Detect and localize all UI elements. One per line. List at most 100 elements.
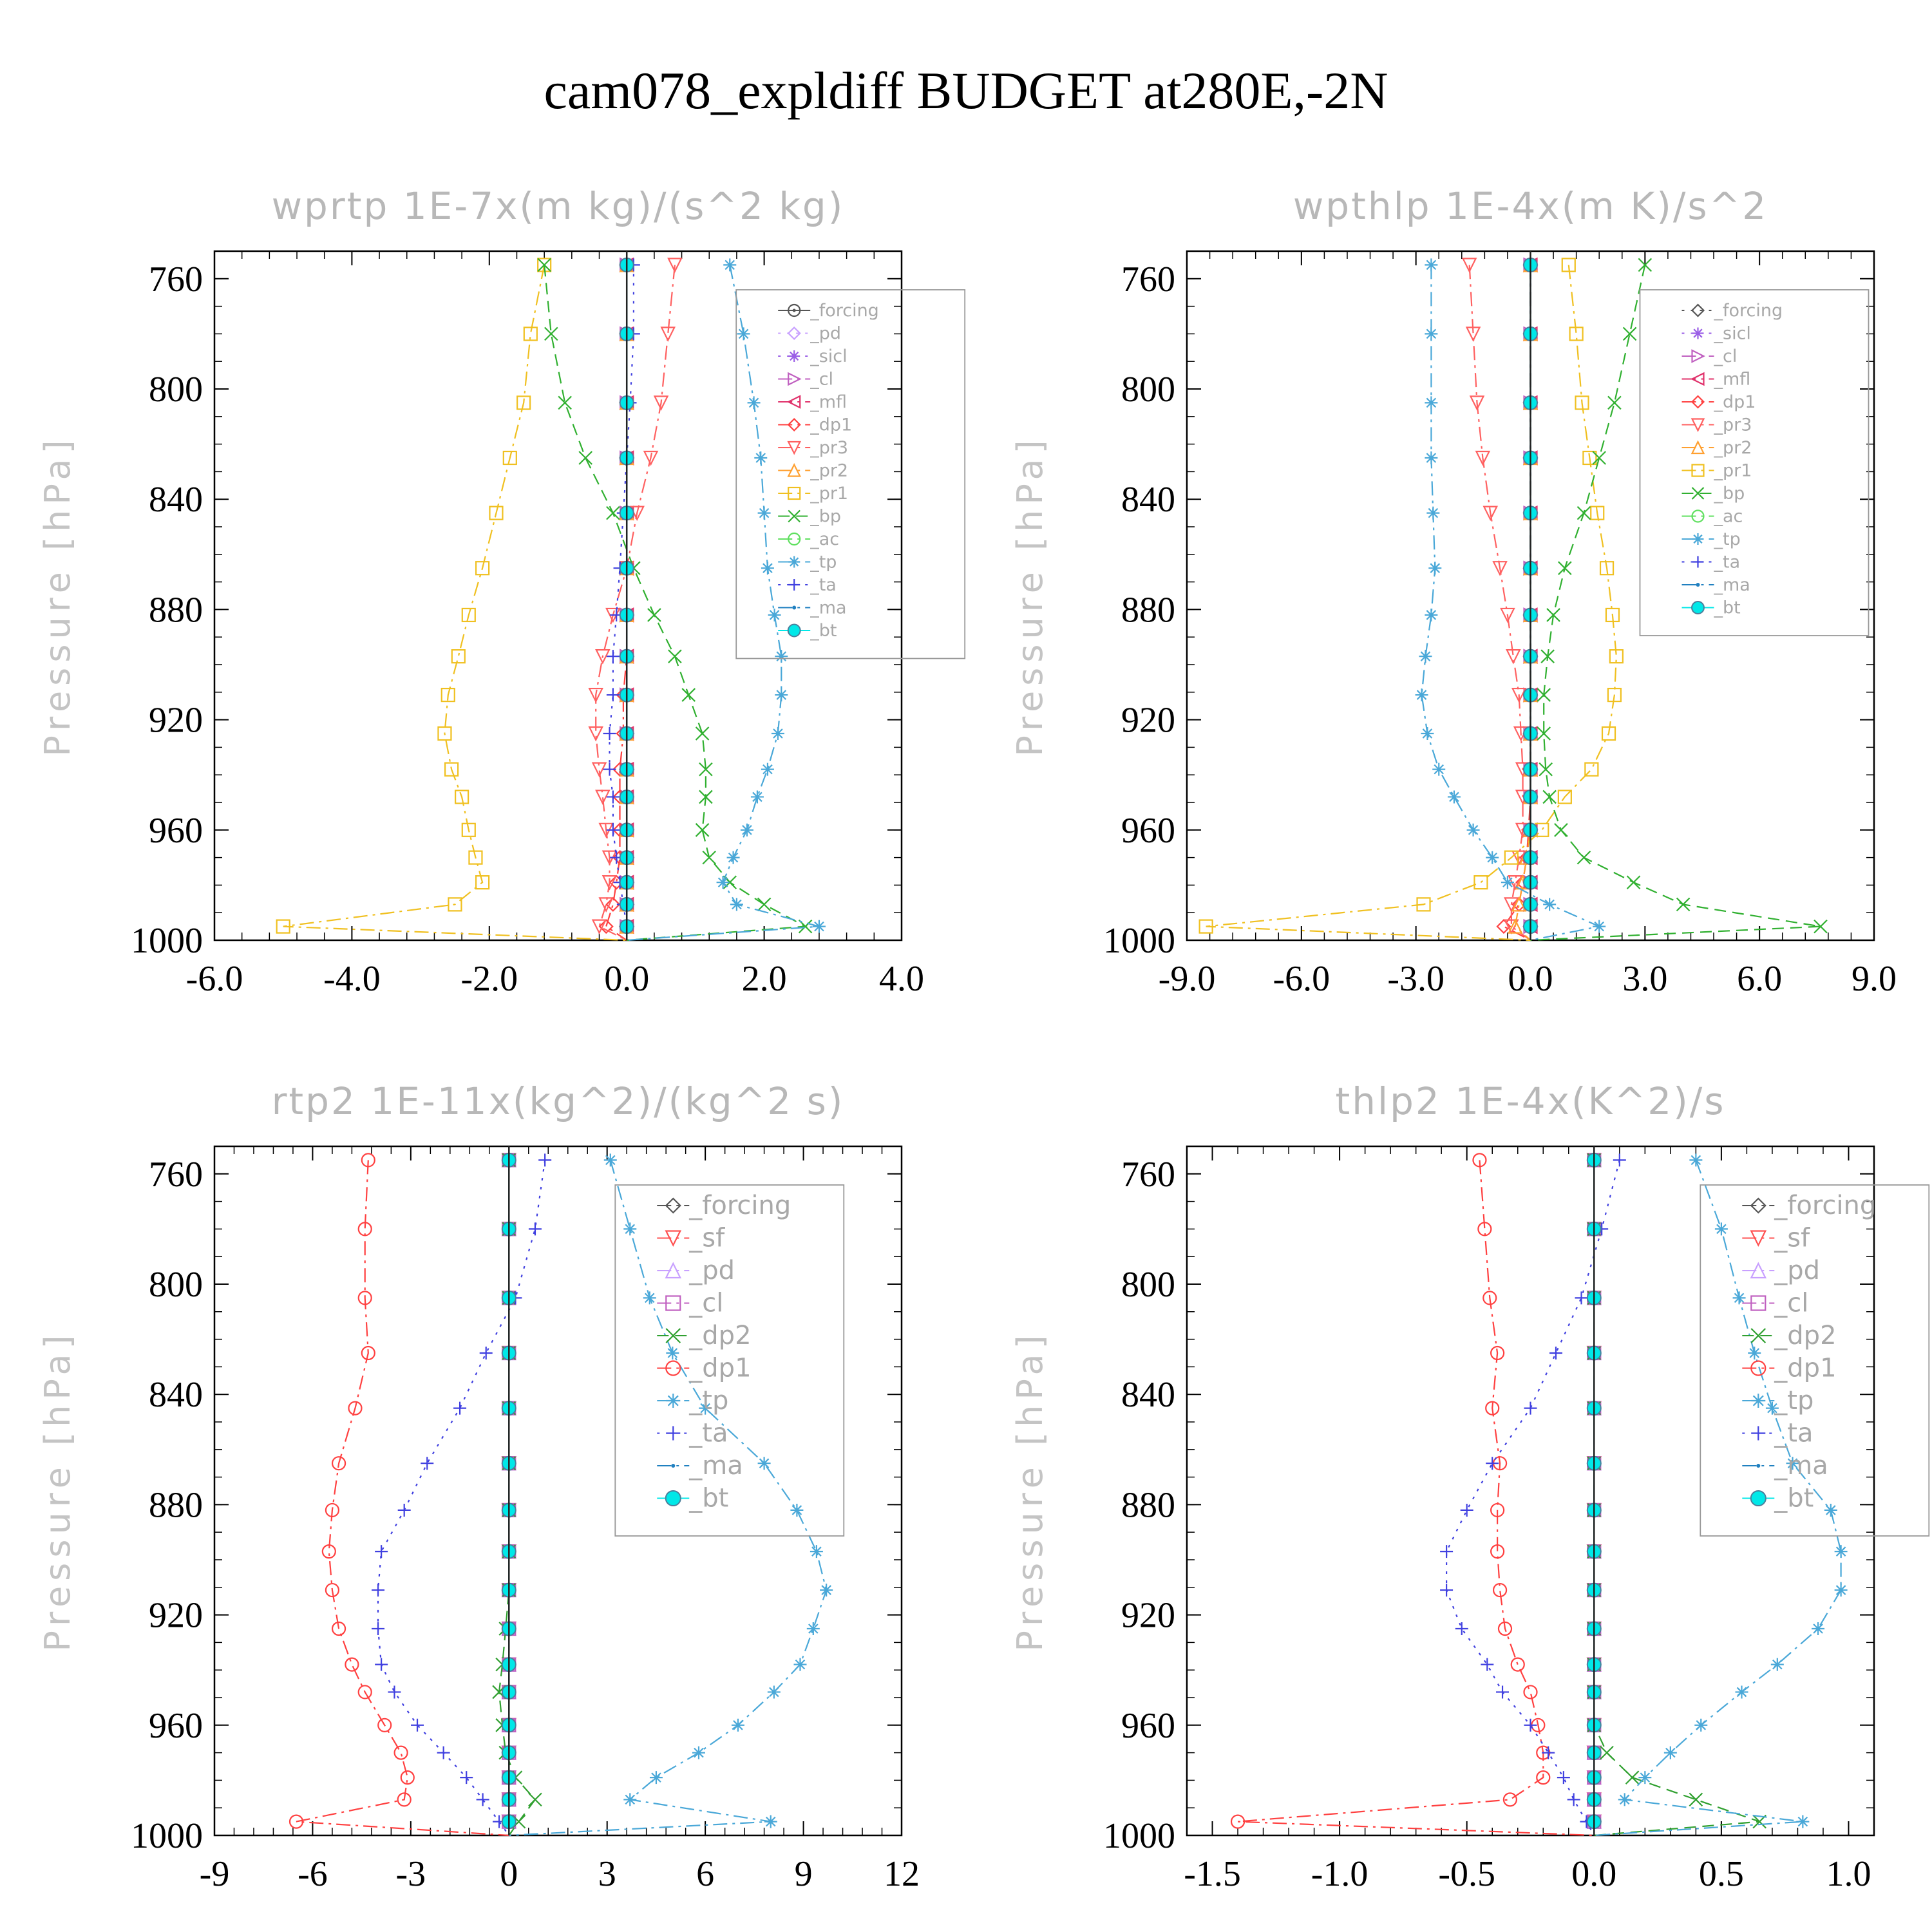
- series-marker-2_bp-15: [1676, 897, 1690, 912]
- x-tick-label-4-5: 1.0: [1826, 1854, 1871, 1894]
- series-marker-4_tp-3: [1748, 1347, 1761, 1359]
- x-tick-label-1-1: -4.0: [323, 959, 381, 999]
- series-marker-3_tp-14: [649, 1771, 663, 1785]
- series-marker-1_bp-14: [723, 875, 737, 889]
- legend-label-3_ta: _ta: [688, 1419, 728, 1448]
- series-marker-2_pr1-0: [1561, 258, 1576, 272]
- series-marker-2_pr1-14: [1473, 875, 1488, 890]
- legend-marker-3_pd: [665, 1262, 682, 1279]
- panel-title-3: rtp2 1E-11x(kg^2)/(kg^2 s): [272, 1079, 845, 1123]
- series-marker-4_tp-2: [1732, 1291, 1746, 1305]
- series-marker-3_dp1-10: [345, 1657, 359, 1672]
- series-marker-3_dp1-5: [331, 1456, 346, 1471]
- series-marker-2_tp-13: [1486, 851, 1499, 864]
- series-marker-2_bp-11: [1542, 790, 1557, 804]
- series-1_pr3: [588, 258, 683, 941]
- series-marker-1_ta-10: [603, 762, 616, 776]
- series-marker-1_pr1-10: [444, 762, 459, 777]
- legend-marker-3_cl: [665, 1295, 681, 1311]
- series-marker-1_pr1-14: [475, 875, 490, 890]
- x-tick-label-1-3: 0.0: [604, 959, 649, 999]
- x-tick-label-2-3: 0.0: [1508, 959, 1553, 999]
- chart-panel-3: rtp2 1E-11x(kg^2)/(kg^2 s) Pressure [hPa]…: [37, 1079, 920, 1894]
- series-marker-4_dp1-15: [1502, 1792, 1517, 1807]
- series-marker-2_bp-16: [1814, 919, 1828, 934]
- series-marker-1_tp-6: [768, 608, 781, 621]
- y-tick-label-1-6: 1000: [131, 921, 203, 961]
- series-marker-2_bp-6: [1546, 608, 1560, 622]
- series-marker-3_ta-15: [476, 1793, 489, 1806]
- series-marker-3_tp-13: [692, 1746, 705, 1759]
- legend-label-3_pd: _pd: [688, 1256, 735, 1285]
- legend-label-1_ta: _ta: [810, 575, 837, 595]
- series-marker-1_bp-2: [558, 395, 572, 410]
- series-marker-4_tp-0: [1689, 1153, 1703, 1167]
- legend-label-1_mfl: _mfl: [810, 392, 847, 412]
- series-marker-2_pr1-16: [1198, 919, 1213, 934]
- series-marker-3_ta-12: [411, 1718, 424, 1732]
- legend-label-2_bt: _bt: [1714, 598, 1741, 618]
- x-tick-label-4-3: 0.0: [1571, 1854, 1616, 1894]
- series-marker-3_ta-3: [479, 1347, 493, 1359]
- series-marker-1_pr3-3: [643, 450, 659, 466]
- legend-label-4_dp1: _dp1: [1774, 1354, 1836, 1383]
- series-marker-1_pr1-15: [448, 897, 462, 912]
- chart-panel-4: thlp2 1E-4x(K^2)/s Pressure [hPa] -1.5 -1.0…: [1010, 1079, 1930, 1894]
- chart-panel-2: wpthlp 1E-4x(m K)/s^2 Pressure [hPa] -9.0 -…: [1010, 184, 1897, 999]
- series-marker-2_tp-3: [1425, 451, 1438, 464]
- series-marker-1_pr3-1: [660, 327, 676, 342]
- series-marker-3_tp-7: [810, 1545, 823, 1558]
- legend-label-1_sicl: _sicl: [810, 346, 847, 366]
- series-marker-4_ta-5: [1486, 1457, 1499, 1470]
- series-marker-1_pr1-3: [502, 450, 517, 466]
- series-marker-2_tp-1: [1425, 327, 1438, 341]
- series-marker-4_dp1-7: [1490, 1544, 1505, 1559]
- series-marker-3_dp1-8: [325, 1582, 340, 1598]
- series-marker-4_tp-14: [1638, 1771, 1652, 1785]
- legend-marker-3_ma: [671, 1464, 676, 1468]
- series-marker-1_pr1-6: [461, 607, 476, 623]
- series-marker-2_tp-7: [1419, 650, 1432, 663]
- series-1_pr1: [276, 258, 627, 942]
- legend-label-3_cl: _cl: [688, 1289, 723, 1318]
- legend-label-4_sf: _sf: [1774, 1224, 1810, 1253]
- y-tick-label-2-3: 880: [1121, 590, 1175, 630]
- legend-marker-4_pd: [1750, 1262, 1767, 1279]
- legend-label-4_pd: _pd: [1774, 1256, 1820, 1285]
- legend-marker-1_forcing: [788, 303, 801, 317]
- legend-marker-2_cl: [1691, 349, 1705, 363]
- legend-marker-3_sf: [665, 1230, 682, 1247]
- series-marker-3_tp-1: [623, 1222, 637, 1236]
- series-marker-4_dp1-4: [1485, 1401, 1500, 1416]
- series-marker-1_ta-8: [606, 688, 620, 702]
- series-marker-2_tp-4: [1426, 506, 1440, 520]
- series-marker-1_bp-12: [695, 823, 710, 837]
- legend-label-2_pr2: _pr2: [1714, 438, 1752, 458]
- series-marker-1_pr3-7: [595, 649, 611, 665]
- series-2_tp: [1415, 258, 1606, 942]
- series-marker-3_ta-14: [460, 1771, 473, 1785]
- series-marker-4_ta-6: [1460, 1503, 1473, 1517]
- legend-marker-2_forcing: [1690, 303, 1705, 317]
- series-marker-1_bp-6: [647, 608, 661, 622]
- series-marker-2_bp-14: [1626, 875, 1641, 889]
- series-marker-4_tp-10: [1770, 1658, 1784, 1671]
- legend-marker-1_forcing-ring: [788, 303, 801, 317]
- series-marker-2_tp-14: [1501, 876, 1514, 889]
- series-marker-2_tp-15: [1543, 898, 1557, 911]
- legend-marker-1_forcing-center: [792, 308, 796, 312]
- series-marker-3_dp1-6: [325, 1502, 340, 1518]
- series-marker-2_bp-2: [1607, 395, 1622, 410]
- series-marker-3_ta-1: [528, 1222, 542, 1236]
- series-marker-1_pr1-12: [461, 822, 476, 837]
- plot-frame-1: [213, 250, 903, 942]
- legend-marker-1_pr1: [788, 486, 801, 500]
- legend-label-1_pr3: _pr3: [810, 438, 848, 458]
- legend-marker-4_sf: [1750, 1230, 1767, 1247]
- series-marker-1_pr1-9: [437, 726, 452, 741]
- y-tick-label-4-4: 920: [1121, 1596, 1175, 1636]
- legend-label-3_bt: _bt: [688, 1484, 728, 1513]
- series-marker-2_pr1-8: [1607, 687, 1622, 703]
- legend-label-4_bt: _bt: [1774, 1484, 1814, 1513]
- y-tick-label-4-0: 760: [1121, 1155, 1175, 1195]
